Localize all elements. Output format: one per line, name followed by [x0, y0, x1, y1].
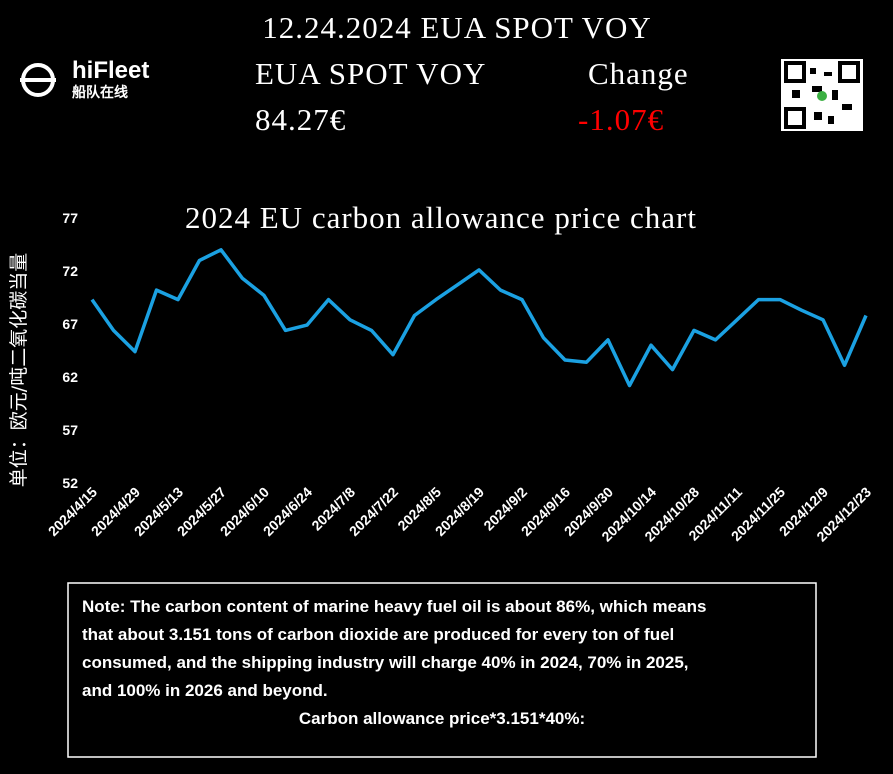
- header-title: 12.24.2024 EUA SPOT VOY: [262, 10, 652, 45]
- qr-code: [781, 59, 863, 131]
- y-tick-label: 72: [62, 263, 78, 279]
- change-label: Change: [588, 56, 689, 91]
- chart-title: 2024 EU carbon allowance price chart: [185, 200, 697, 235]
- price: 84.27€: [255, 102, 346, 137]
- y-tick-label: 77: [62, 210, 78, 226]
- y-axis-label: 单位：欧元/吨二氧化碳当量: [8, 253, 30, 487]
- note-line: Note: The carbon content of marine heavy…: [82, 597, 706, 616]
- logo-name: hiFleet: [72, 57, 149, 84]
- note-line: consumed, and the shipping industry will…: [82, 653, 689, 672]
- note-line: that about 3.151 tons of carbon dioxide …: [82, 625, 674, 644]
- logo-subtitle: 船队在线: [72, 84, 128, 101]
- note: Note: The carbon content of marine heavy…: [82, 597, 706, 700]
- y-tick-label: 62: [62, 369, 78, 385]
- logo: hiFleet 船队在线: [20, 57, 149, 101]
- y-tick-label: 67: [62, 316, 78, 332]
- price-line: [90, 248, 868, 388]
- change: -1.07€: [578, 102, 664, 137]
- y-tick-label: 57: [62, 422, 78, 438]
- note-line: and 100% in 2026 and beyond.: [82, 681, 328, 700]
- price-label: EUA SPOT VOY: [255, 56, 486, 91]
- note-formula: Carbon allowance price*3.151*40%:: [299, 709, 585, 728]
- y-tick-label: 52: [62, 475, 78, 491]
- note-box: [67, 582, 817, 758]
